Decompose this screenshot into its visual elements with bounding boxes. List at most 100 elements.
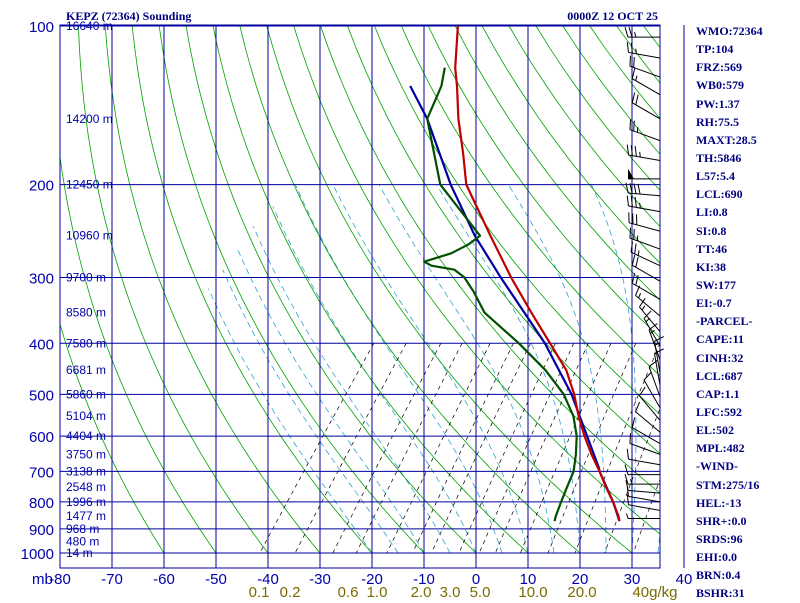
height-label: 7580 m <box>66 336 106 350</box>
height-label: 1996 m <box>66 495 106 509</box>
height-label: 14 m <box>66 546 93 560</box>
stat-line: WMO:72364 <box>696 22 800 40</box>
mixing-ratio-line <box>387 343 490 553</box>
mixing-ratio-label: 40g/kg <box>632 584 677 600</box>
temperature-tick-label: -50 <box>205 571 227 588</box>
temperature-tick-label: 40 <box>676 571 693 588</box>
moist-adiabat-line <box>591 185 636 553</box>
height-label: 14200 m <box>66 112 113 126</box>
stat-line: LFC:592 <box>696 403 800 421</box>
wind-barb <box>635 402 660 432</box>
mixing-ratio-line <box>479 343 574 553</box>
wind-barb <box>632 417 660 443</box>
temperature-tick-label: -60 <box>153 571 175 588</box>
temperature-tick-label: -80 <box>49 571 71 588</box>
height-label: 4404 m <box>66 429 106 443</box>
sounding-datetime: 0000Z 12 OCT 25 <box>567 9 658 23</box>
dry-adiabat-line <box>105 26 320 553</box>
mixing-ratio-label: 20.0 <box>567 584 596 600</box>
wind-barb <box>654 337 663 373</box>
stat-line: CAPE:11 <box>696 330 800 348</box>
height-label: 12450 m <box>66 178 113 192</box>
wind-barb <box>630 56 660 77</box>
height-label: 9700 m <box>66 270 106 284</box>
stat-line: -WIND- <box>696 457 800 475</box>
wind-barb <box>625 465 660 475</box>
height-label: 3138 m <box>66 464 106 478</box>
mixing-ratio-label: 10.0 <box>518 584 547 600</box>
stat-line: -PARCEL- <box>696 312 800 330</box>
mixing-ratio-label: 0.6 <box>338 584 359 600</box>
height-label: 5104 m <box>66 409 106 423</box>
stat-line: WB0:579 <box>696 76 800 94</box>
height-label: 3750 m <box>66 447 106 461</box>
mixing-ratio-label: 1.0 <box>367 584 388 600</box>
pressure-tick-label: 200 <box>29 178 54 195</box>
stat-line: EI:-0.7 <box>696 294 800 312</box>
stat-line: EL:502 <box>696 421 800 439</box>
moist-adiabat-line <box>209 289 373 553</box>
stat-line: SHR+:0.0 <box>696 512 800 530</box>
stat-line: LCL:687 <box>696 367 800 385</box>
mixing-ratio-label: 3.0 <box>440 584 461 600</box>
pressure-tick-label: 800 <box>29 495 54 512</box>
axis-labels: 1002003004005006007008009001000mb-80-70-… <box>21 19 693 600</box>
pressure-tick-label: 500 <box>29 387 54 404</box>
moist-adiabats <box>209 185 730 553</box>
stat-line: MPL:482 <box>696 439 800 457</box>
dry-adiabat-line <box>240 26 580 553</box>
moist-adiabat-line <box>253 226 450 553</box>
stat-line: L57:5.4 <box>696 167 800 185</box>
stat-line: SRDS:96 <box>696 530 800 548</box>
wind-barb <box>625 27 660 37</box>
moist-adiabat-line <box>658 185 676 553</box>
wind-barb <box>639 387 660 420</box>
height-label: 10960 m <box>66 229 113 243</box>
stat-line: FRZ:569 <box>696 58 800 76</box>
temperature-tick-label: -30 <box>309 571 331 588</box>
height-label: 8580 m <box>66 306 106 320</box>
mixing-ratio-label: 2.0 <box>411 584 432 600</box>
mixing-ratio-line <box>333 343 441 553</box>
mixing-ratio-lines <box>260 343 740 553</box>
height-label: 6681 m <box>66 363 106 377</box>
pressure-tick-label: 100 <box>29 19 54 36</box>
stat-line: STM:275/16 <box>696 476 800 494</box>
wind-barb <box>630 228 660 249</box>
wind-barb <box>639 298 660 331</box>
wind-barb <box>628 169 660 179</box>
mixing-ratio-line <box>413 343 514 553</box>
stat-line: KI:38 <box>696 258 800 276</box>
stat-line: CAP:1.1 <box>696 385 800 403</box>
dewpoint-trace <box>424 68 577 521</box>
plot-frame <box>60 25 660 568</box>
sounding-profiles <box>410 26 619 521</box>
pressure-tick-label: 400 <box>29 336 54 353</box>
stat-line: CINH:32 <box>696 349 800 367</box>
height-label: 5860 m <box>66 387 106 401</box>
pressure-tick-label: 700 <box>29 464 54 481</box>
mixing-ratio-label: 0.2 <box>280 584 301 600</box>
wind-barb <box>625 474 660 484</box>
wind-barb <box>631 242 660 266</box>
dry-adiabat-line <box>159 26 424 553</box>
stat-line: BRN:0.4 <box>696 566 800 584</box>
moist-adiabat-line <box>273 207 476 554</box>
pressure-tick-label: 1000 <box>21 546 54 563</box>
stat-line: EHI:0.0 <box>696 548 800 566</box>
stat-line: TT:46 <box>696 240 800 258</box>
stat-line: HEL:-13 <box>696 494 800 512</box>
stat-line: TH:5846 <box>696 149 800 167</box>
stat-line: MAXT:28.5 <box>696 131 800 149</box>
stat-line: LCL:690 <box>696 185 800 203</box>
mixing-ratio-label: 5.0 <box>470 584 491 600</box>
sounding-title: KEPZ (72364) Sounding <box>66 9 191 23</box>
temperature-trace <box>455 26 619 521</box>
stat-line: TP:104 <box>696 40 800 58</box>
stat-line: SW:177 <box>696 276 800 294</box>
pressure-tick-label: 900 <box>29 522 54 539</box>
wind-barbs <box>625 27 664 518</box>
